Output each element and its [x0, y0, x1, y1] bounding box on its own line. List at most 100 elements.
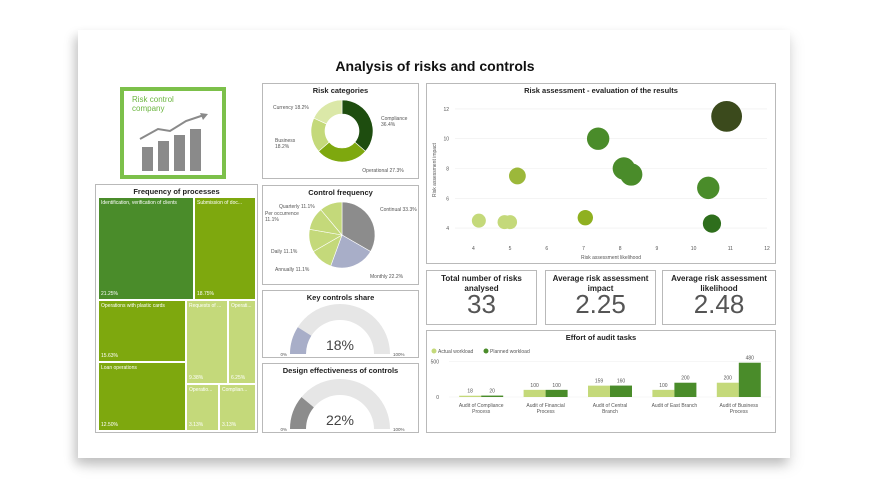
- scatter-point: [711, 100, 743, 132]
- treemap-tile[interactable]: Submission of doc... 18.75%: [194, 197, 256, 300]
- gauge-value: 18%: [326, 337, 354, 353]
- frequency-of-processes-panel: Frequency of processes Identification, v…: [95, 184, 258, 433]
- scatter-point: [619, 163, 643, 186]
- scatter-point: [577, 209, 594, 226]
- treemap-tile[interactable]: Identification, verification of clients 2…: [98, 197, 194, 300]
- gauge-max-label: 100%: [393, 427, 405, 432]
- gauge-track: [290, 303, 390, 354]
- risk-assessment-panel: Risk assessment - evaluation of the resu…: [426, 83, 776, 264]
- risk-assessment-title: Risk assessment - evaluation of the resu…: [524, 86, 678, 95]
- kpi-avg-likelihood-value: 2.48: [693, 289, 745, 319]
- design-effectiveness-gauge: 22% 0% 100%: [280, 378, 405, 432]
- y-tick-label: 500: [431, 359, 440, 365]
- bar-actual: [523, 389, 546, 397]
- category-label: Audit of East Branch: [652, 403, 698, 409]
- donut-label-currency: Currency 18.2%: [273, 105, 309, 111]
- control-frequency-title: Control frequency: [308, 188, 373, 197]
- donut-label-business: Business 18.2%: [275, 138, 296, 150]
- pie-label-per-occurrence: Per occurrence 11.1%: [265, 211, 299, 223]
- risk-assessment-scatter: 4 6 8 10 12 4 5 6 7 8 9 10 11 12 Risk assessment likel…: [432, 100, 770, 261]
- donut-slice-currency: [313, 99, 343, 125]
- gauge-fill: [290, 397, 314, 429]
- treemap-tile[interactable]: Operati... 6.25%: [228, 300, 256, 384]
- control-frequency-panel: Control frequency Continual 33.3% Monthly…: [262, 185, 419, 285]
- treemap-tile[interactable]: Operations with plastic cards 15.63%: [98, 300, 186, 362]
- kpi-avg-impact: Average risk assessment impact 2.25: [545, 270, 656, 325]
- treemap-tile-value: 15.63%: [101, 353, 118, 359]
- pie-slice-continual: [341, 201, 376, 252]
- treemap-tile-label: Operatio...: [189, 387, 213, 393]
- key-controls-gauge: 18% 0% 100%: [280, 303, 405, 357]
- x-tick-label: 5: [509, 246, 512, 252]
- kpi-total-risks-title: Total number of risks analysed: [441, 274, 522, 293]
- x-tick-label: 7: [582, 246, 585, 252]
- pie-label-continual: Continual 33.3%: [380, 207, 417, 213]
- bar-value-label: 159: [595, 379, 604, 385]
- treemap-tile-label: Identification, verification of clients: [101, 200, 177, 206]
- kpi-avg-likelihood: Average risk assessment likelihood 2.48: [662, 270, 776, 325]
- treemap-tile[interactable]: Complian... 3.13%: [219, 384, 256, 431]
- gauge-max-label: 100%: [393, 352, 405, 357]
- pie-label-monthly: Monthly 22.2%: [370, 274, 404, 280]
- logo-text-line1: Risk control: [132, 95, 174, 104]
- kpi-total-risks-value: 33: [467, 289, 496, 319]
- gauge-fill: [290, 327, 312, 354]
- legend-label: Actual workload: [438, 349, 474, 355]
- scatter-point: [509, 167, 526, 185]
- bar-actual: [652, 389, 675, 397]
- company-logo: Risk control company: [120, 87, 226, 179]
- treemap: Identification, verification of clients 2…: [98, 197, 256, 431]
- treemap-tile-value: 3.13%: [189, 422, 204, 428]
- pie-label-annually: Annually 11.1%: [275, 267, 310, 273]
- category-label: Audit of Business Process: [719, 403, 758, 415]
- treemap-tile[interactable]: Requests of ... 9.38%: [186, 300, 228, 384]
- scatter-point: [503, 215, 518, 230]
- bar-planned: [545, 389, 568, 397]
- frequency-of-processes-title: Frequency of processes: [133, 187, 220, 196]
- kpi-avg-impact-value: 2.25: [575, 289, 626, 319]
- risk-categories-title: Risk categories: [312, 86, 369, 95]
- treemap-tile[interactable]: Loan operations 12.50%: [98, 362, 186, 431]
- treemap-tile-value: 12.50%: [101, 422, 118, 428]
- pie-slice-quarterly: [320, 201, 343, 236]
- kpi-avg-impact-title: Average risk assessment impact: [552, 274, 649, 293]
- y-tick-label: 10: [443, 137, 449, 143]
- y-axis-label: Risk assessment impact: [432, 142, 438, 197]
- treemap-tile-label: Operati...: [231, 303, 252, 309]
- gauge-track: [290, 378, 390, 429]
- x-tick-label: 9: [655, 246, 658, 252]
- scatter-point: [702, 214, 722, 233]
- logo-text-line2: company: [132, 104, 165, 113]
- risk-categories-panel: Risk categories Compliance 36.4% Operation…: [262, 83, 419, 179]
- key-controls-share-panel: Key controls share 18% 0% 100%: [262, 290, 419, 358]
- treemap-tile[interactable]: Operatio... 3.13%: [186, 384, 219, 431]
- control-frequency-pie: Continual 33.3% Monthly 22.2% Annually 11.…: [265, 201, 417, 280]
- x-tick-label: 11: [728, 246, 733, 252]
- treemap-tile-value: 18.75%: [197, 291, 214, 297]
- effort-of-audit-bars: Actual workload Planned workload 0 500 18 20 A…: [431, 348, 771, 415]
- treemap-tile-label: Requests of ...: [189, 303, 222, 309]
- bar-actual: [716, 382, 739, 397]
- gauge-value: 22%: [326, 412, 354, 428]
- bar-value-label: 200: [681, 376, 690, 382]
- x-tick-label: 12: [764, 246, 770, 252]
- gauge-min-label: 0%: [280, 352, 287, 357]
- bar-value-label: 18: [467, 389, 473, 395]
- bar-value-label: 480: [746, 356, 755, 362]
- bar-value-label: 100: [552, 383, 561, 389]
- bar-value-label: 20: [489, 389, 495, 395]
- category-label: Audit of Compliance Process: [459, 403, 504, 415]
- treemap-tile-label: Complian...: [222, 387, 248, 393]
- x-axis-label: Risk assessment likelihood: [581, 255, 641, 261]
- treemap-tile-value: 9.38%: [189, 375, 204, 381]
- donut-label-compliance: Compliance 36.4%: [381, 116, 408, 128]
- kpi-avg-likelihood-title: Average risk assessment likelihood: [671, 274, 767, 293]
- x-tick-label: 4: [472, 246, 475, 252]
- treemap-tile-label: Loan operations: [101, 365, 137, 371]
- category-label: Audit of Financial Process: [526, 403, 564, 415]
- bar-value-label: 200: [724, 376, 733, 382]
- scatter-point: [471, 213, 486, 228]
- legend-label: Planned workload: [490, 349, 530, 355]
- pie-label-daily: Daily 11.1%: [271, 249, 298, 255]
- treemap-tile-value: 6.25%: [231, 375, 246, 381]
